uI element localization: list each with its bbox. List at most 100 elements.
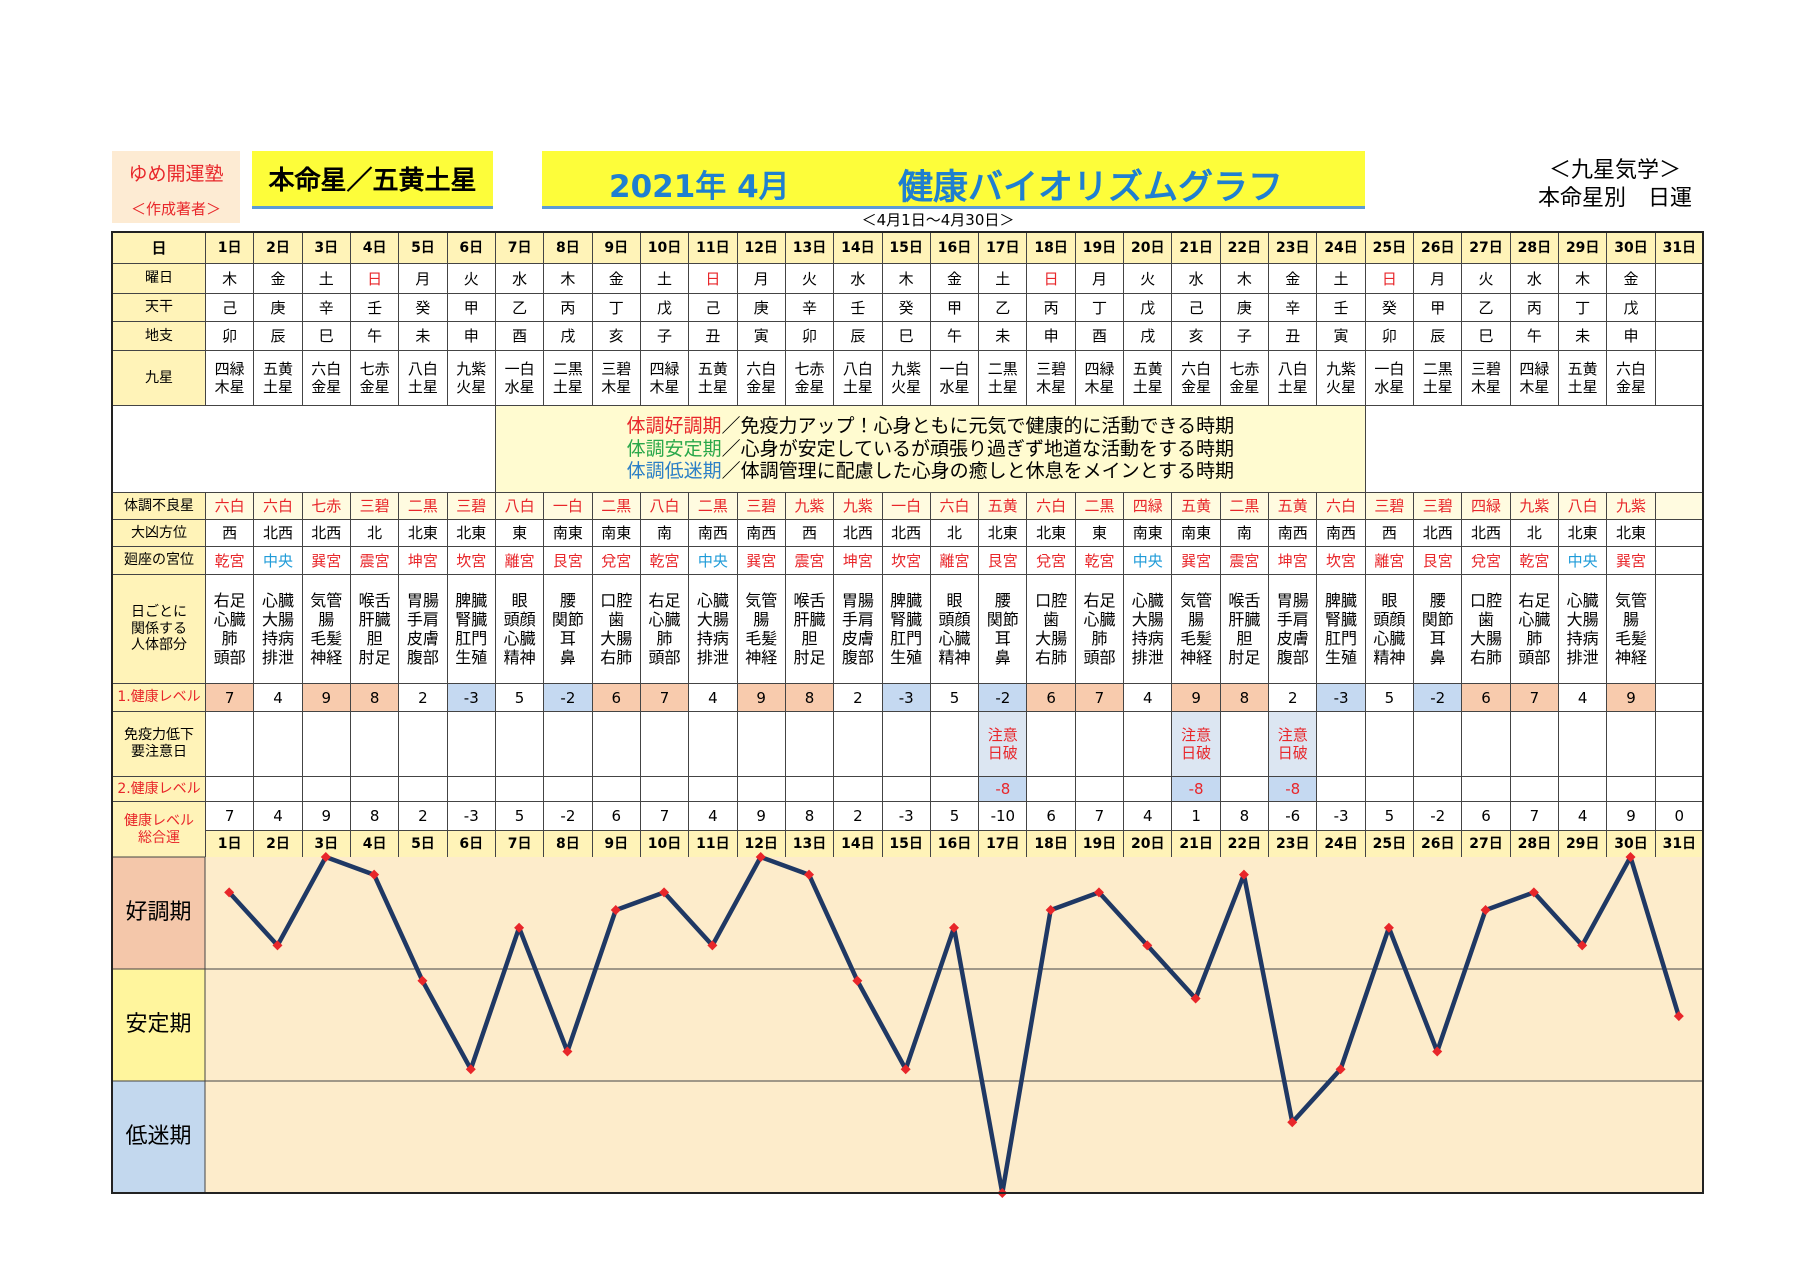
- bad_star-text: 六白: [214, 497, 245, 515]
- weekday-cell: 金: [1268, 263, 1318, 294]
- body-cell: 胃腸 手肩 皮膚 腹部: [1268, 574, 1318, 684]
- weekday-cell: 火: [446, 263, 496, 294]
- palace-text: 艮宮: [987, 551, 1018, 570]
- bad_star-text: 六白: [1036, 497, 1067, 515]
- body-cell: 心臓 大腸 持病 排泄: [1123, 574, 1173, 684]
- palace-text: 兌宮: [1471, 551, 1502, 570]
- legend-text: ／心身が安定しているが頑張り過ぎず地道な活動をする時期: [721, 437, 1235, 460]
- star-text: 一白水星: [1374, 360, 1405, 396]
- stem-cell: 己: [1171, 293, 1221, 322]
- level1-text: 6: [1046, 688, 1056, 707]
- total-cell: 6: [591, 801, 641, 831]
- immunity-cell: [1606, 711, 1656, 777]
- day-label: 11日: [696, 835, 730, 852]
- body-part: 大腸: [600, 629, 633, 648]
- weekday-cell: 月: [1413, 263, 1463, 294]
- body-part: 胆: [801, 629, 818, 648]
- direction-text: 南: [657, 524, 673, 542]
- weekday-text: 土: [318, 269, 334, 288]
- star-text: 六白金星: [1181, 360, 1212, 396]
- branch-text: 丑: [1285, 327, 1301, 345]
- star-cell: 六白金星: [736, 350, 786, 406]
- stem-text: 己: [222, 298, 238, 317]
- body-part: 眼: [1381, 590, 1398, 610]
- body-part: 腸: [318, 609, 335, 629]
- weekday-text: 木: [898, 269, 914, 288]
- body-part: 頭部: [213, 648, 246, 668]
- day-label: 18日: [1034, 239, 1068, 256]
- direction-text: 南西: [697, 524, 728, 542]
- level1-text: 8: [369, 688, 380, 707]
- body-part: 排泄: [1566, 648, 1599, 668]
- star-text: 四緑木星: [1519, 360, 1550, 396]
- marker: [1625, 852, 1636, 862]
- direction-cell: 北: [1509, 519, 1560, 547]
- body-part: 持病: [1131, 629, 1164, 648]
- stem-text: 庚: [1236, 298, 1252, 317]
- direction-text: 南: [1236, 524, 1252, 542]
- period: ＜4月1日〜4月30日＞: [861, 211, 1015, 229]
- day-cell: 14日: [833, 232, 883, 264]
- stem-text: 癸: [1381, 298, 1397, 317]
- direction-cell: 北東: [446, 519, 496, 547]
- body-part: 頭顔: [503, 609, 536, 629]
- weekday-text: 水: [512, 269, 528, 288]
- level1-text: -2: [995, 688, 1011, 707]
- star-cell: 二黒土星: [543, 350, 593, 406]
- body-part: 胃腸: [1276, 590, 1309, 610]
- weekday-cell: 水: [833, 263, 883, 294]
- bad_star-cell: 九紫: [833, 492, 883, 520]
- stem-text: 戊: [1140, 298, 1156, 317]
- immunity-cell: [1026, 711, 1076, 777]
- level1-cell: 2: [833, 683, 883, 712]
- immunity-cell: [591, 711, 641, 777]
- palace-text: 巽宮: [746, 551, 777, 570]
- body-part: 精神: [503, 648, 536, 668]
- legend-term: 体調低迷期: [626, 460, 722, 483]
- level1-text: -2: [1430, 688, 1446, 707]
- stem-text: 丁: [1575, 298, 1591, 317]
- level1-cell: 9: [736, 683, 786, 712]
- total-value: 8: [1239, 807, 1250, 825]
- palace-text: 艮宮: [1422, 551, 1453, 570]
- bad_star-cell: 二黒: [1074, 492, 1125, 520]
- day-cell: 10日: [639, 830, 690, 858]
- branch-text: 辰: [270, 327, 286, 345]
- total-cell: 4: [1123, 801, 1173, 831]
- palace-text: 乾宮: [1084, 551, 1115, 570]
- row-label-line: 人体部分: [131, 637, 187, 654]
- body-part: 心臓: [696, 590, 729, 610]
- stem-cell: 己: [205, 293, 255, 322]
- star-text: 九紫火星: [456, 360, 487, 396]
- day-label: 10日: [647, 835, 682, 852]
- day-label: 1日: [217, 835, 242, 852]
- bad_star-text: 三碧: [359, 497, 390, 515]
- day-label: 7日: [507, 239, 532, 256]
- total-cell: 7: [1074, 801, 1125, 831]
- palace-text: 坤宮: [842, 551, 873, 570]
- palace-cell: 艮宮: [978, 546, 1028, 575]
- level1-cell: 8: [1219, 683, 1270, 712]
- immunity-cell: [784, 711, 835, 777]
- bad_star-text: 二黒: [1229, 497, 1260, 515]
- body-part: 肝臓: [358, 609, 391, 629]
- weekday-cell: 日: [688, 263, 738, 294]
- level1-cell: 8: [784, 683, 835, 712]
- body-part: 口腔: [1035, 590, 1068, 610]
- body-part: 腰: [994, 590, 1011, 610]
- body-part: 眼: [946, 590, 963, 610]
- body-part: 腸: [753, 609, 770, 629]
- body-cell: 脾臓 腎臓 肛門 生殖: [1316, 574, 1366, 684]
- total-cell: 2: [833, 801, 883, 831]
- star-text: 一白水星: [504, 360, 535, 396]
- total-value: 8: [369, 807, 380, 825]
- marker: [1383, 922, 1394, 933]
- level2-cell: [1461, 776, 1511, 802]
- palace-text: 中央: [1132, 551, 1163, 570]
- day-label: 30日: [1614, 835, 1648, 852]
- level1-text: -2: [560, 688, 576, 707]
- body-part: 毛髪: [310, 629, 343, 648]
- direction-text: 北西: [891, 524, 922, 542]
- day-label: 22日: [1227, 835, 1262, 852]
